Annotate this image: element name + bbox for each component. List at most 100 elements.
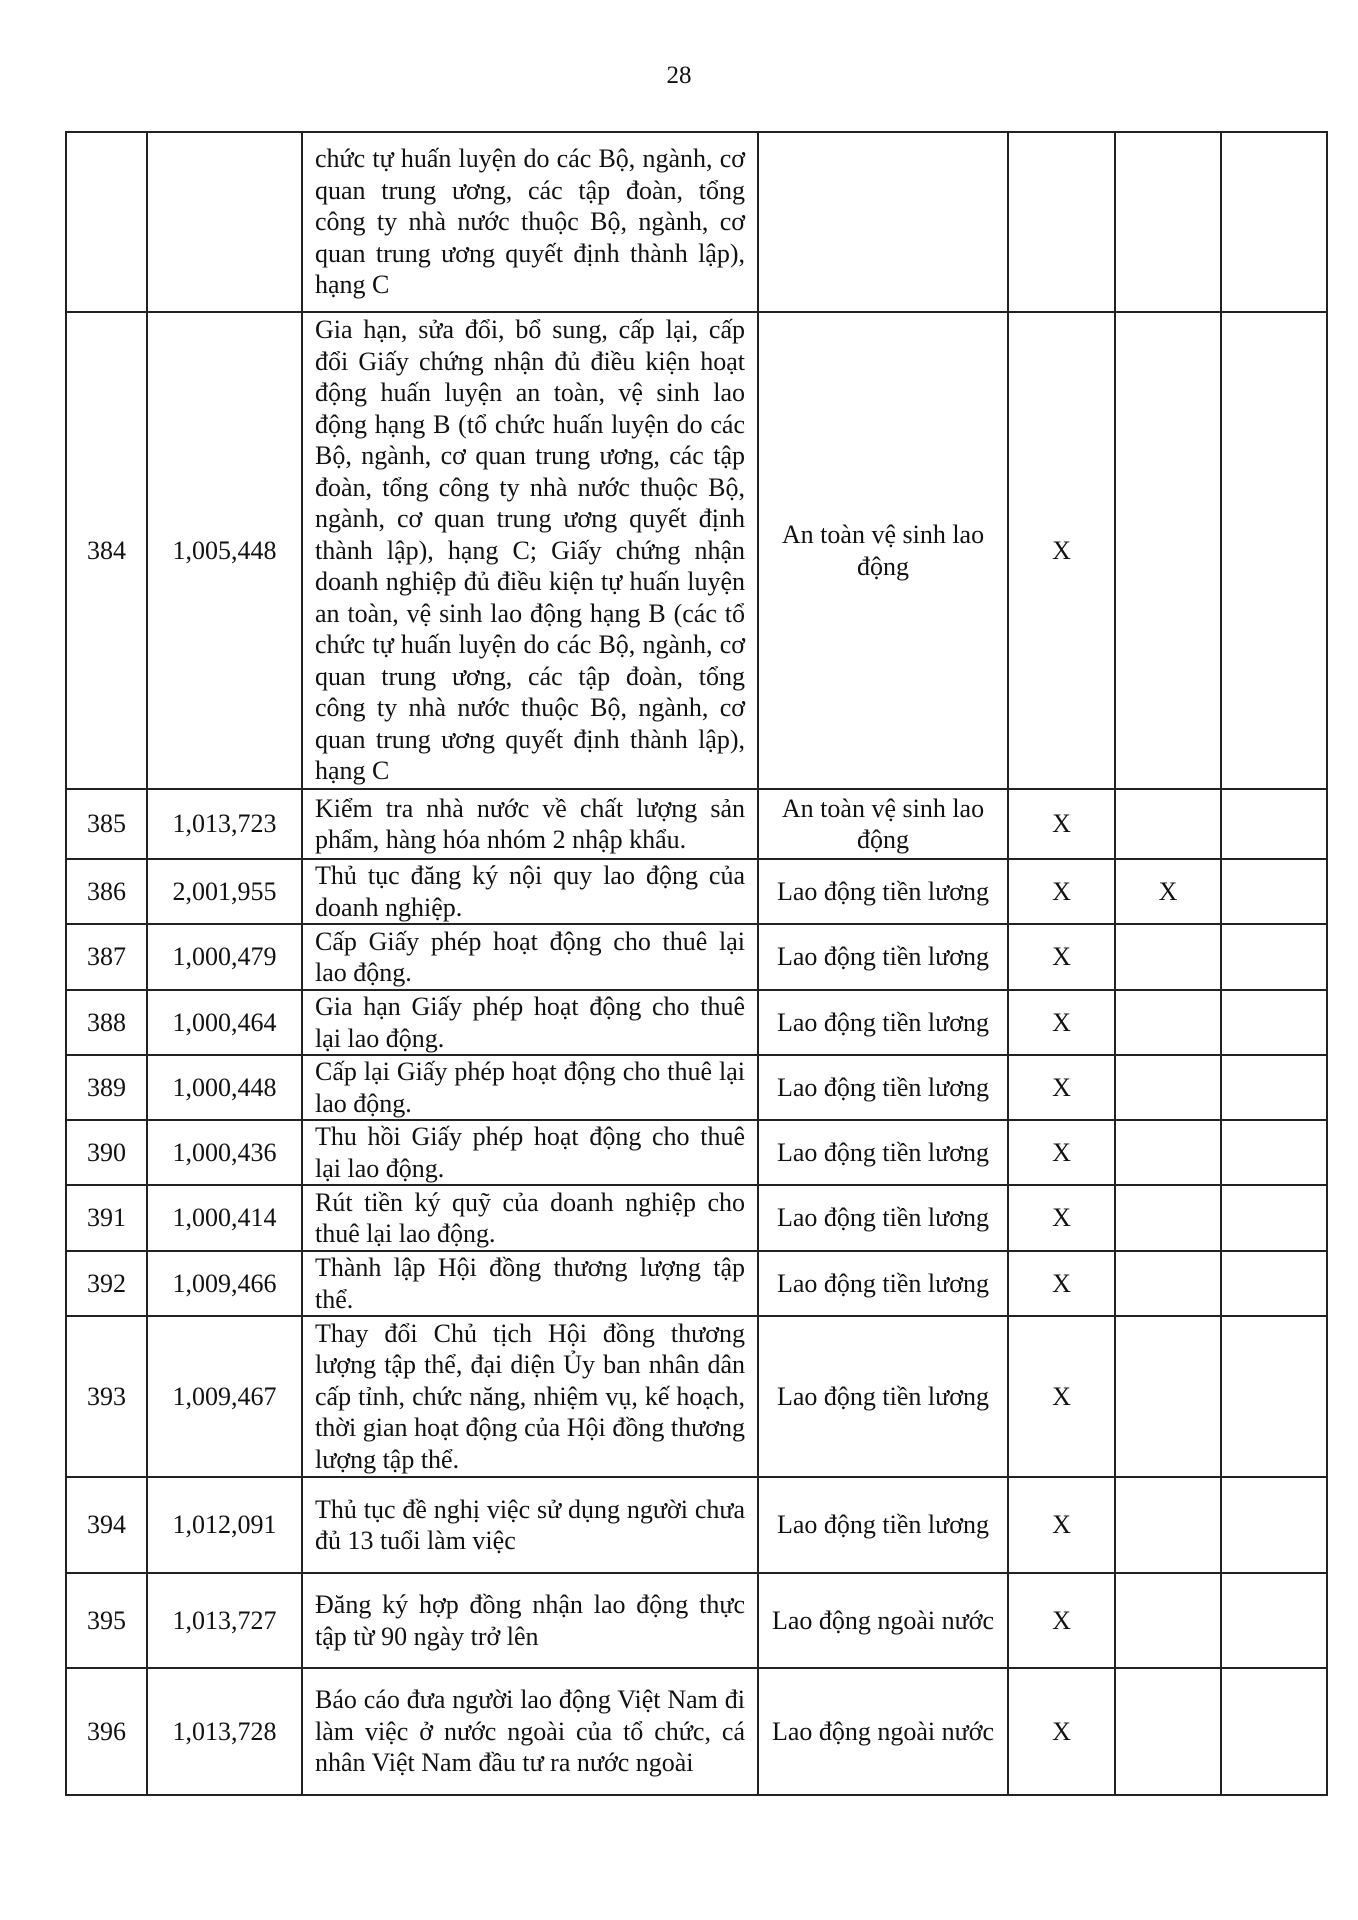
procedure-name: Gia hạn, sửa đổi, bổ sung, cấp lại, cấp … — [301, 311, 759, 790]
procedure-code: 1,000,448 — [146, 1054, 303, 1121]
mark-col-2 — [1114, 1476, 1222, 1574]
field-name: Lao động tiền lương — [757, 1315, 1009, 1478]
table-row: 392 1,009,466 Thành lập Hội đồng thương lư… — [65, 1250, 1328, 1317]
table-row: 390 1,000,436 Thu hồi Giấy phép hoạt động … — [65, 1119, 1328, 1186]
row-number: 391 — [65, 1184, 148, 1252]
mark-col-1: X — [1007, 1667, 1116, 1796]
row-number: 394 — [65, 1476, 148, 1574]
row-number: 385 — [65, 788, 148, 860]
table-row: 386 2,001,955 Thủ tục đăng ký nội quy lao … — [65, 858, 1328, 925]
row-number: 395 — [65, 1572, 148, 1669]
procedure-name: Thay đổi Chủ tịch Hội đồng thương lượng … — [301, 1315, 759, 1478]
procedure-code: 1,000,479 — [146, 923, 303, 991]
procedure-name: Rút tiền ký quỹ của doanh nghiệp cho thu… — [301, 1184, 759, 1252]
mark-col-2 — [1114, 989, 1222, 1056]
mark-col-1: X — [1007, 1315, 1116, 1478]
procedure-name: Thủ tục đề nghị việc sử dụng người chưa … — [301, 1476, 759, 1574]
mark-col-2 — [1114, 311, 1222, 790]
field-name: Lao động tiền lương — [757, 989, 1009, 1056]
procedure-code: 2,001,955 — [146, 858, 303, 925]
mark-col-3 — [1220, 989, 1328, 1056]
procedure-name: Thủ tục đăng ký nội quy lao động của doa… — [301, 858, 759, 925]
procedure-code: 1,005,448 — [146, 311, 303, 790]
procedure-name: Kiểm tra nhà nước về chất lượng sản phẩm… — [301, 788, 759, 860]
field-name: Lao động tiền lương — [757, 1054, 1009, 1121]
procedure-name: chức tự huấn luyện do các Bộ, ngành, cơ … — [301, 131, 759, 313]
mark-col-1: X — [1007, 989, 1116, 1056]
procedure-code: 1,012,091 — [146, 1476, 303, 1574]
mark-col-2 — [1114, 1572, 1222, 1669]
mark-col-2 — [1114, 1119, 1222, 1186]
procedure-code: 1,013,727 — [146, 1572, 303, 1669]
table-row: 396 1,013,728 Báo cáo đưa người lao động V… — [65, 1667, 1328, 1796]
procedure-name: Thành lập Hội đồng thương lượng tập thể. — [301, 1250, 759, 1317]
mark-col-1: X — [1007, 858, 1116, 925]
row-number: 389 — [65, 1054, 148, 1121]
procedure-code: 1,000,436 — [146, 1119, 303, 1186]
table-row: 394 1,012,091 Thủ tục đề nghị việc sử dụng… — [65, 1476, 1328, 1574]
mark-col-2 — [1114, 1184, 1222, 1252]
mark-col-3 — [1220, 131, 1328, 313]
mark-col-3 — [1220, 1054, 1328, 1121]
table-row: 387 1,000,479 Cấp Giấy phép hoạt động cho … — [65, 923, 1328, 991]
mark-col-2 — [1114, 1667, 1222, 1796]
procedures-table: chức tự huấn luyện do các Bộ, ngành, cơ … — [65, 131, 1328, 1796]
field-name: An toàn vệ sinh lao động — [757, 311, 1009, 790]
mark-col-3 — [1220, 788, 1328, 860]
row-number — [65, 131, 148, 313]
table-row: 393 1,009,467 Thay đổi Chủ tịch Hội đồng t… — [65, 1315, 1328, 1478]
table-row: 395 1,013,727 Đăng ký hợp đồng nhận lao độ… — [65, 1572, 1328, 1669]
row-number: 386 — [65, 858, 148, 925]
mark-col-1: X — [1007, 1476, 1116, 1574]
mark-col-2: X — [1114, 858, 1222, 925]
field-name: Lao động tiền lương — [757, 923, 1009, 991]
mark-col-1: X — [1007, 1184, 1116, 1252]
field-name: Lao động tiền lương — [757, 1476, 1009, 1574]
mark-col-3 — [1220, 1184, 1328, 1252]
procedure-name: Cấp Giấy phép hoạt động cho thuê lại lao… — [301, 923, 759, 991]
procedure-name: Báo cáo đưa người lao động Việt Nam đi l… — [301, 1667, 759, 1796]
mark-col-2 — [1114, 1250, 1222, 1317]
table-row: 384 1,005,448 Gia hạn, sửa đổi, bổ sung, c… — [65, 311, 1328, 790]
mark-col-1: X — [1007, 923, 1116, 991]
table-row: 385 1,013,723 Kiểm tra nhà nước về chất lư… — [65, 788, 1328, 860]
row-number: 392 — [65, 1250, 148, 1317]
mark-col-3 — [1220, 1667, 1328, 1796]
procedure-name: Cấp lại Giấy phép hoạt động cho thuê lại… — [301, 1054, 759, 1121]
mark-col-2 — [1114, 131, 1222, 313]
field-name: Lao động tiền lương — [757, 1119, 1009, 1186]
row-number: 390 — [65, 1119, 148, 1186]
mark-col-3 — [1220, 1315, 1328, 1478]
procedure-code: 1,009,466 — [146, 1250, 303, 1317]
field-name: An toàn vệ sinh lao động — [757, 788, 1009, 860]
row-number: 396 — [65, 1667, 148, 1796]
procedure-name: Đăng ký hợp đồng nhận lao động thực tập … — [301, 1572, 759, 1669]
table-row: 389 1,000,448 Cấp lại Giấy phép hoạt động … — [65, 1054, 1328, 1121]
mark-col-1: X — [1007, 1119, 1116, 1186]
field-name: Lao động tiền lương — [757, 1184, 1009, 1252]
procedure-code: 1,013,723 — [146, 788, 303, 860]
mark-col-1 — [1007, 131, 1116, 313]
mark-col-3 — [1220, 1476, 1328, 1574]
mark-col-2 — [1114, 788, 1222, 860]
mark-col-3 — [1220, 1250, 1328, 1317]
mark-col-1: X — [1007, 1572, 1116, 1669]
mark-col-3 — [1220, 311, 1328, 790]
field-name: Lao động ngoài nước — [757, 1572, 1009, 1669]
mark-col-3 — [1220, 1119, 1328, 1186]
row-number: 388 — [65, 989, 148, 1056]
mark-col-1: X — [1007, 788, 1116, 860]
field-name: Lao động tiền lương — [757, 1250, 1009, 1317]
procedure-name: Thu hồi Giấy phép hoạt động cho thuê lại… — [301, 1119, 759, 1186]
table-row: chức tự huấn luyện do các Bộ, ngành, cơ … — [65, 131, 1328, 313]
page-number: 28 — [666, 62, 692, 89]
procedure-code: 1,009,467 — [146, 1315, 303, 1478]
procedure-code — [146, 131, 303, 313]
mark-col-1: X — [1007, 1250, 1116, 1317]
mark-col-2 — [1114, 1054, 1222, 1121]
mark-col-2 — [1114, 923, 1222, 991]
mark-col-1: X — [1007, 311, 1116, 790]
procedure-code: 1,000,464 — [146, 989, 303, 1056]
row-number: 384 — [65, 311, 148, 790]
mark-col-2 — [1114, 1315, 1222, 1478]
